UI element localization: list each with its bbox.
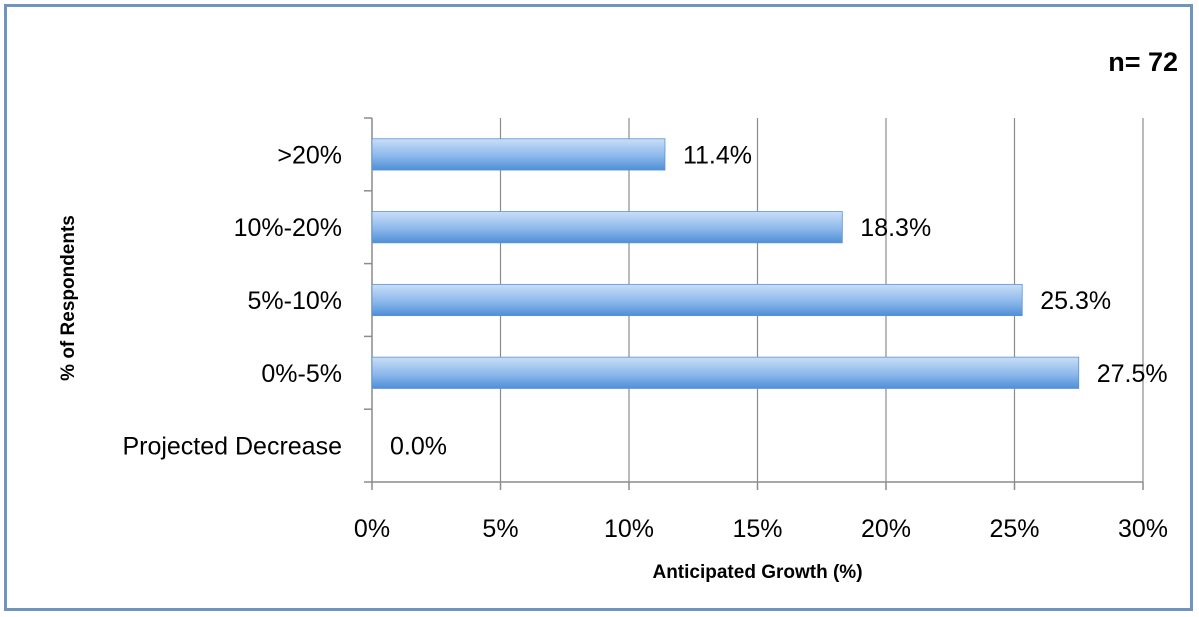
category-label: Projected Decrease: [122, 433, 342, 461]
data-label: 27.5%: [1097, 360, 1168, 388]
x-tick-label: 0%: [354, 515, 390, 543]
x-tick-label: 10%: [604, 515, 654, 543]
x-tick-label: 5%: [482, 515, 518, 543]
data-label: 11.4%: [683, 141, 752, 169]
bar: [371, 283, 1023, 317]
category-label: 5%-10%: [248, 287, 343, 315]
bar: [371, 356, 1080, 389]
data-label: 0.0%: [390, 433, 447, 461]
x-tick-label: 30%: [1118, 515, 1168, 543]
bar: [371, 211, 843, 244]
data-label: 18.3%: [860, 214, 931, 242]
category-label: 0%-5%: [261, 360, 342, 388]
x-tick-label: 20%: [861, 515, 911, 543]
bar: [371, 138, 666, 171]
category-label: >20%: [277, 141, 342, 169]
category-label: 10%-20%: [234, 214, 342, 242]
bars: [371, 138, 1080, 389]
x-tick-label: 15%: [732, 515, 782, 543]
sample-size-annotation: n= 72: [1108, 47, 1178, 77]
y-axis-title: % of Respondents: [58, 215, 79, 381]
labels: >20% 11.4% 10%-20% 18.3% 5%-10% 25.3% 0%-5% 27.…: [58, 141, 1168, 583]
data-label: 25.3%: [1040, 287, 1111, 315]
x-axis-title: Anticipated Growth (%): [652, 562, 862, 583]
x-tick-label: 25%: [989, 515, 1039, 543]
